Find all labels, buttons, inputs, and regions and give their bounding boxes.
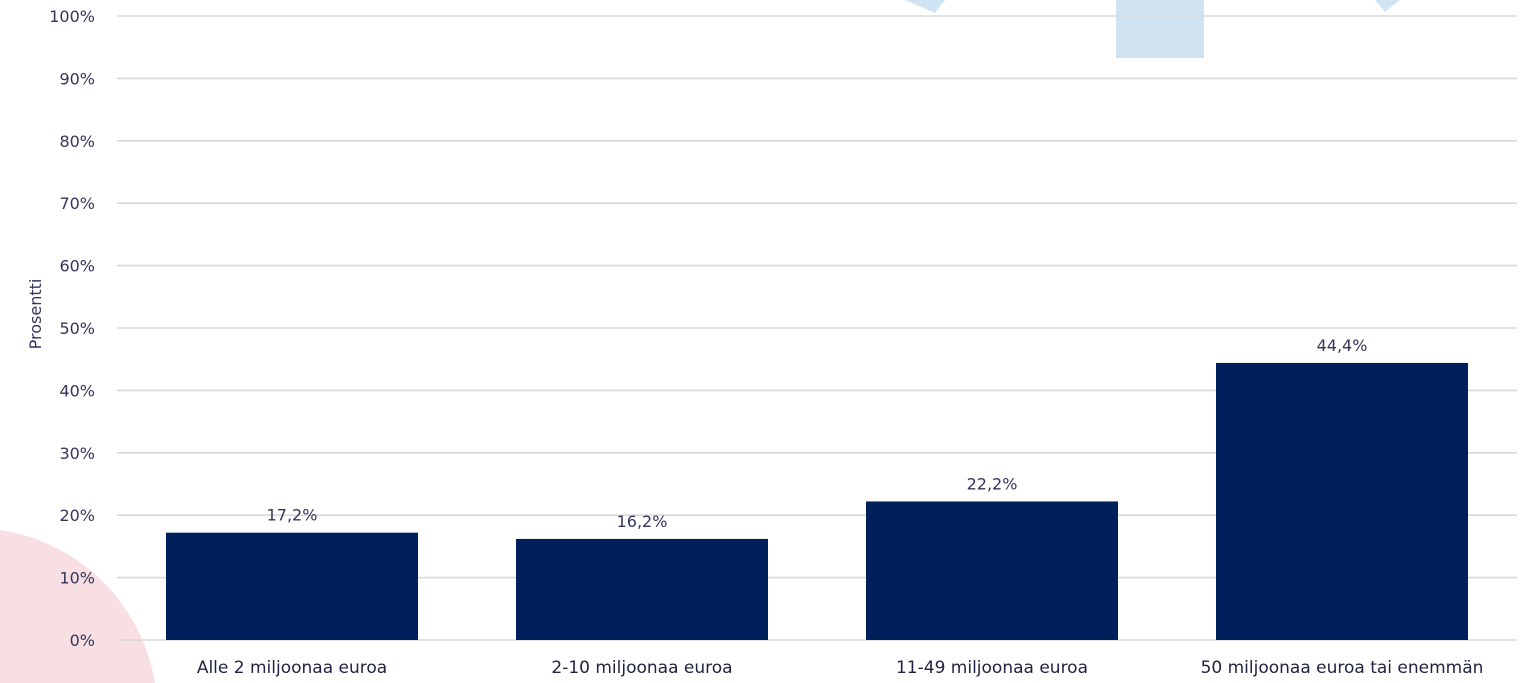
y-tick-label: 0%	[70, 631, 95, 650]
x-category-label: 11-49 miljoonaa euroa	[896, 658, 1088, 678]
x-category-label: 50 miljoonaa euroa tai enemmän	[1201, 658, 1484, 678]
y-axis-title: Prosentti	[26, 279, 45, 350]
y-tick-label: 60%	[59, 257, 95, 276]
bar	[866, 501, 1118, 640]
bar-value-label: 17,2%	[267, 506, 318, 525]
bar-value-label: 16,2%	[617, 512, 668, 531]
bar	[1216, 363, 1468, 640]
y-tick-label: 100%	[49, 7, 95, 26]
y-tick-label: 20%	[59, 506, 95, 525]
y-tick-label: 10%	[59, 569, 95, 588]
bar-value-label: 44,4%	[1317, 336, 1368, 355]
x-category-label: Alle 2 miljoonaa euroa	[197, 658, 387, 678]
bar	[516, 539, 768, 640]
y-tick-label: 80%	[59, 132, 95, 151]
y-tick-label: 30%	[59, 444, 95, 463]
pink-arc-decoration	[0, 530, 155, 683]
bars	[166, 363, 1468, 640]
y-tick-label: 90%	[59, 69, 95, 88]
x-category-label: 2-10 miljoonaa euroa	[551, 658, 732, 678]
bar-value-label: 22,2%	[967, 474, 1018, 493]
bar	[166, 533, 418, 640]
data-labels: 17,2% 16,2% 22,2% 44,4%	[267, 336, 1368, 531]
blue-shape-decoration-right	[1375, 0, 1400, 12]
blue-rectangle-decoration	[1116, 0, 1204, 58]
x-axis-category-labels: Alle 2 miljoonaa euroa 2-10 miljoonaa eur…	[197, 658, 1484, 678]
y-tick-label: 70%	[59, 194, 95, 213]
y-tick-label: 40%	[59, 381, 95, 400]
blue-shape-decoration-left	[905, 0, 945, 13]
y-tick-label: 50%	[59, 319, 95, 338]
